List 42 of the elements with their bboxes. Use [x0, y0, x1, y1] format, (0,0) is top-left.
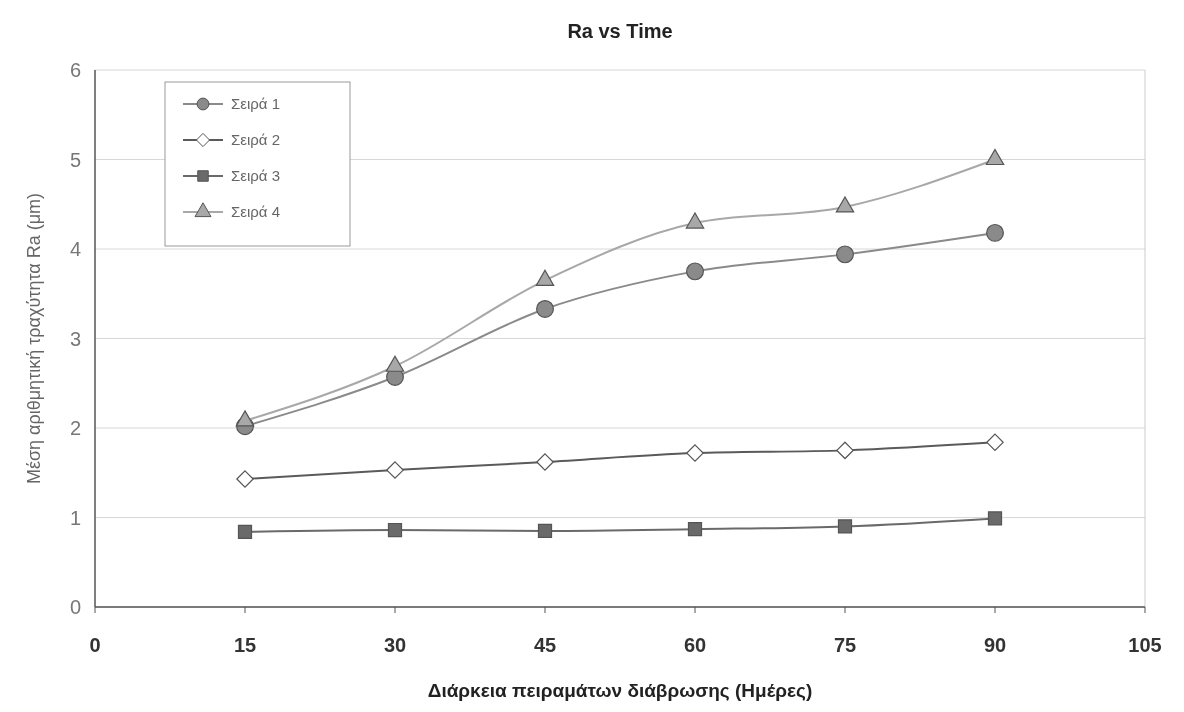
chart-title: Ra vs Time	[567, 20, 673, 42]
point	[535, 269, 555, 286]
point	[237, 524, 253, 539]
point	[536, 300, 554, 318]
point	[987, 511, 1003, 526]
x-tick-label: 90	[983, 634, 1007, 656]
point	[836, 441, 854, 460]
y-tick-label: 5	[69, 148, 81, 171]
point	[536, 453, 554, 471]
y-tick-label: 0	[69, 596, 81, 618]
y-tick-label: 1	[69, 506, 81, 529]
y-tick-label: 2	[69, 417, 81, 439]
point	[386, 461, 404, 479]
legend-label: Σειρά 3	[231, 167, 281, 184]
point	[686, 262, 704, 281]
x-tick-label: 60	[683, 634, 707, 656]
point	[837, 519, 853, 534]
y-axis-title: Μέση αριθμητική τραχύτητα Ra (μm)	[24, 192, 44, 485]
point	[836, 245, 854, 264]
x-axis-title: Διάρκεια πειραμάτων διάβρωσης (Ημέρες)	[427, 680, 813, 701]
y-tick-label: 3	[69, 327, 81, 350]
x-tick-label: 30	[383, 634, 407, 656]
y-tick-label: 6	[69, 59, 81, 81]
x-tick-label: 105	[1128, 634, 1162, 656]
point	[687, 522, 703, 537]
x-tick-label: 45	[533, 634, 557, 656]
point	[986, 223, 1004, 242]
point	[985, 148, 1005, 166]
legend-label: Σειρά 1	[231, 95, 281, 112]
point	[685, 212, 705, 229]
x-tick-label: 0	[89, 634, 101, 656]
point	[986, 433, 1004, 452]
y-tick-label: 4	[69, 238, 81, 260]
legend-label: Σειρά 2	[231, 131, 281, 148]
point	[387, 522, 403, 538]
point	[537, 523, 553, 539]
legend-label: Σειρά 4	[231, 203, 281, 220]
point	[835, 196, 855, 213]
x-tick-label: 75	[833, 634, 857, 656]
x-tick-label: 15	[233, 634, 257, 656]
point	[236, 470, 254, 488]
point	[686, 444, 704, 462]
